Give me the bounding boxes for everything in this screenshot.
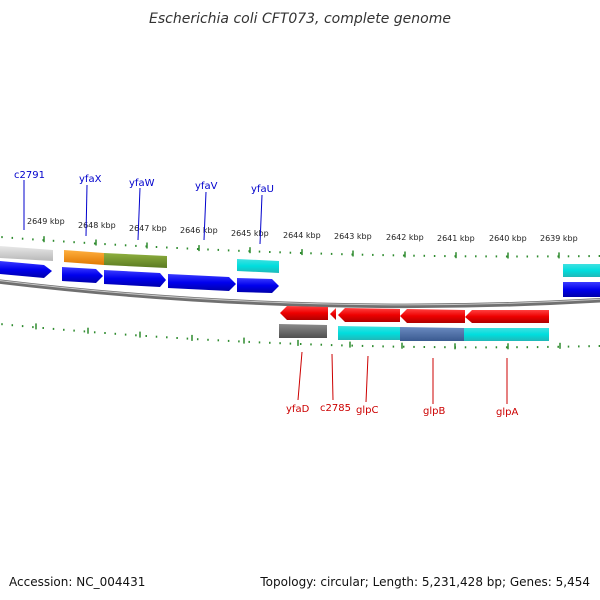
reverse-cog-track [279,324,549,341]
gene-arrow-forward [104,270,166,287]
accession-text: Accession: NC_004431 [9,575,145,589]
kbp-label: 2645 kbp [231,229,269,238]
gene-label-glpA: glpA [496,407,518,418]
gene-arrow-forward [563,282,600,297]
kbp-label: 2644 kbp [283,231,321,240]
kbp-label: 2640 kbp [489,234,527,243]
gene-box [338,326,400,340]
gene-arrow-reverse [280,306,328,320]
kbp-scale-labels: 2649 kbp 2648 kbp 2647 kbp 2646 kbp 2645… [27,217,578,243]
kbp-label: 2647 kbp [129,224,167,233]
gene-label-yfaW: yfaW [129,178,155,189]
gene-label-glpC: glpC [356,405,378,416]
gene-arrow-forward [168,274,236,291]
gene-box [0,246,53,261]
kbp-label: 2643 kbp [334,232,372,241]
kbp-label: 2648 kbp [78,221,116,230]
gene-box [400,327,464,341]
gene-box [104,253,167,268]
gene-arrow-forward [62,267,103,283]
forward-scale-ticks [1,236,600,259]
gene-label-c2791: c2791 [14,170,45,181]
gene-box [237,259,279,273]
gene-label-yfaX: yfaX [79,174,102,185]
gene-arrow-reverse [400,309,465,323]
gene-label-c2785: c2785 [320,403,351,414]
reverse-scale-ticks [1,323,600,350]
topology-summary-text: Topology: circular; Length: 5,231,428 bp… [259,575,590,589]
gene-arrow-forward [0,261,52,278]
gene-label-glpB: glpB [423,406,445,417]
map-title: Escherichia coli CFT073, complete genome [149,11,451,27]
chromosome-backbone-highlight [0,280,600,306]
gene-arrow-reverse [338,308,400,322]
forward-cog-track [0,246,600,277]
gene-label-yfaV: yfaV [195,181,218,192]
kbp-label: 2649 kbp [27,217,65,226]
kbp-label: 2639 kbp [540,234,578,243]
forward-gene-track [0,261,600,297]
gene-arrow-reverse [465,310,549,323]
reverse-gene-labels [297,351,508,404]
gene-arrow-reverse [330,308,336,320]
kbp-label: 2641 kbp [437,234,475,243]
gene-box [64,250,104,265]
gene-box [464,328,549,341]
forward-gene-labels [23,180,263,245]
reverse-gene-track [280,306,549,323]
gene-arrow-forward [237,278,279,293]
kbp-label: 2642 kbp [386,233,424,242]
chromosome-backbone [0,279,600,309]
kbp-label: 2646 kbp [180,226,218,235]
gene-label-yfaD: yfaD [286,404,310,415]
gene-box [563,264,600,277]
gene-box [279,324,327,338]
gene-label-yfaU: yfaU [251,184,274,195]
